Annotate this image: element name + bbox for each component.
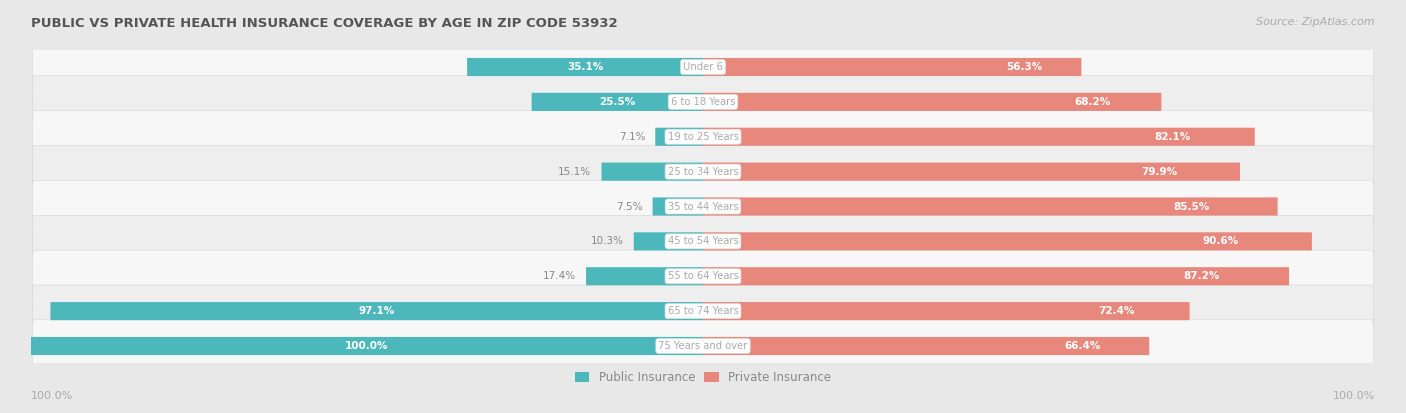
FancyBboxPatch shape: [703, 337, 1149, 355]
Text: 19 to 25 Years: 19 to 25 Years: [668, 132, 738, 142]
FancyBboxPatch shape: [32, 111, 1374, 163]
Text: 100.0%: 100.0%: [31, 391, 73, 401]
Text: 68.2%: 68.2%: [1074, 97, 1111, 107]
FancyBboxPatch shape: [652, 197, 703, 216]
FancyBboxPatch shape: [602, 163, 703, 181]
FancyBboxPatch shape: [32, 250, 1374, 302]
FancyBboxPatch shape: [531, 93, 703, 111]
Text: 7.1%: 7.1%: [619, 132, 645, 142]
FancyBboxPatch shape: [32, 180, 1374, 233]
Legend: Public Insurance, Private Insurance: Public Insurance, Private Insurance: [571, 366, 835, 389]
Text: 79.9%: 79.9%: [1142, 166, 1177, 177]
Text: 15.1%: 15.1%: [558, 166, 592, 177]
Text: 7.5%: 7.5%: [616, 202, 643, 211]
FancyBboxPatch shape: [31, 337, 703, 355]
Text: 66.4%: 66.4%: [1064, 341, 1101, 351]
Text: 90.6%: 90.6%: [1202, 236, 1239, 247]
Text: 100.0%: 100.0%: [346, 341, 388, 351]
FancyBboxPatch shape: [703, 267, 1289, 285]
Text: PUBLIC VS PRIVATE HEALTH INSURANCE COVERAGE BY AGE IN ZIP CODE 53932: PUBLIC VS PRIVATE HEALTH INSURANCE COVER…: [31, 17, 617, 29]
FancyBboxPatch shape: [32, 320, 1374, 372]
Text: 6 to 18 Years: 6 to 18 Years: [671, 97, 735, 107]
FancyBboxPatch shape: [586, 267, 703, 285]
Text: 10.3%: 10.3%: [591, 236, 624, 247]
Text: 25 to 34 Years: 25 to 34 Years: [668, 166, 738, 177]
FancyBboxPatch shape: [32, 145, 1374, 198]
Text: 45 to 54 Years: 45 to 54 Years: [668, 236, 738, 247]
Text: 65 to 74 Years: 65 to 74 Years: [668, 306, 738, 316]
Text: 75 Years and over: 75 Years and over: [658, 341, 748, 351]
Text: 35.1%: 35.1%: [567, 62, 603, 72]
Text: 35 to 44 Years: 35 to 44 Years: [668, 202, 738, 211]
Text: 87.2%: 87.2%: [1182, 271, 1219, 281]
FancyBboxPatch shape: [32, 215, 1374, 268]
FancyBboxPatch shape: [51, 302, 703, 320]
FancyBboxPatch shape: [32, 76, 1374, 128]
Text: 17.4%: 17.4%: [543, 271, 576, 281]
Text: 56.3%: 56.3%: [1007, 62, 1043, 72]
FancyBboxPatch shape: [703, 302, 1189, 320]
FancyBboxPatch shape: [32, 41, 1374, 93]
Text: Source: ZipAtlas.com: Source: ZipAtlas.com: [1257, 17, 1375, 26]
FancyBboxPatch shape: [703, 197, 1278, 216]
FancyBboxPatch shape: [467, 58, 703, 76]
Text: 82.1%: 82.1%: [1154, 132, 1189, 142]
Text: 100.0%: 100.0%: [1333, 391, 1375, 401]
FancyBboxPatch shape: [32, 285, 1374, 337]
Text: 25.5%: 25.5%: [599, 97, 636, 107]
Text: 55 to 64 Years: 55 to 64 Years: [668, 271, 738, 281]
FancyBboxPatch shape: [655, 128, 703, 146]
FancyBboxPatch shape: [703, 58, 1081, 76]
Text: Under 6: Under 6: [683, 62, 723, 72]
FancyBboxPatch shape: [703, 232, 1312, 250]
FancyBboxPatch shape: [703, 163, 1240, 181]
Text: 97.1%: 97.1%: [359, 306, 395, 316]
Text: 72.4%: 72.4%: [1098, 306, 1135, 316]
Text: 85.5%: 85.5%: [1173, 202, 1209, 211]
FancyBboxPatch shape: [703, 93, 1161, 111]
FancyBboxPatch shape: [703, 128, 1254, 146]
FancyBboxPatch shape: [634, 232, 703, 250]
